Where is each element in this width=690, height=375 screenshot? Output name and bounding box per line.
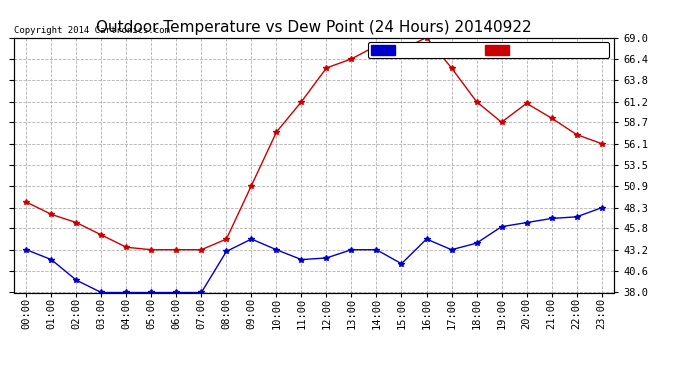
Legend: Dew Point (°F), Temperature (°F): Dew Point (°F), Temperature (°F)	[368, 42, 609, 58]
Text: Copyright 2014 Cartronics.com: Copyright 2014 Cartronics.com	[14, 26, 170, 35]
Title: Outdoor Temperature vs Dew Point (24 Hours) 20140922: Outdoor Temperature vs Dew Point (24 Hou…	[96, 20, 532, 35]
